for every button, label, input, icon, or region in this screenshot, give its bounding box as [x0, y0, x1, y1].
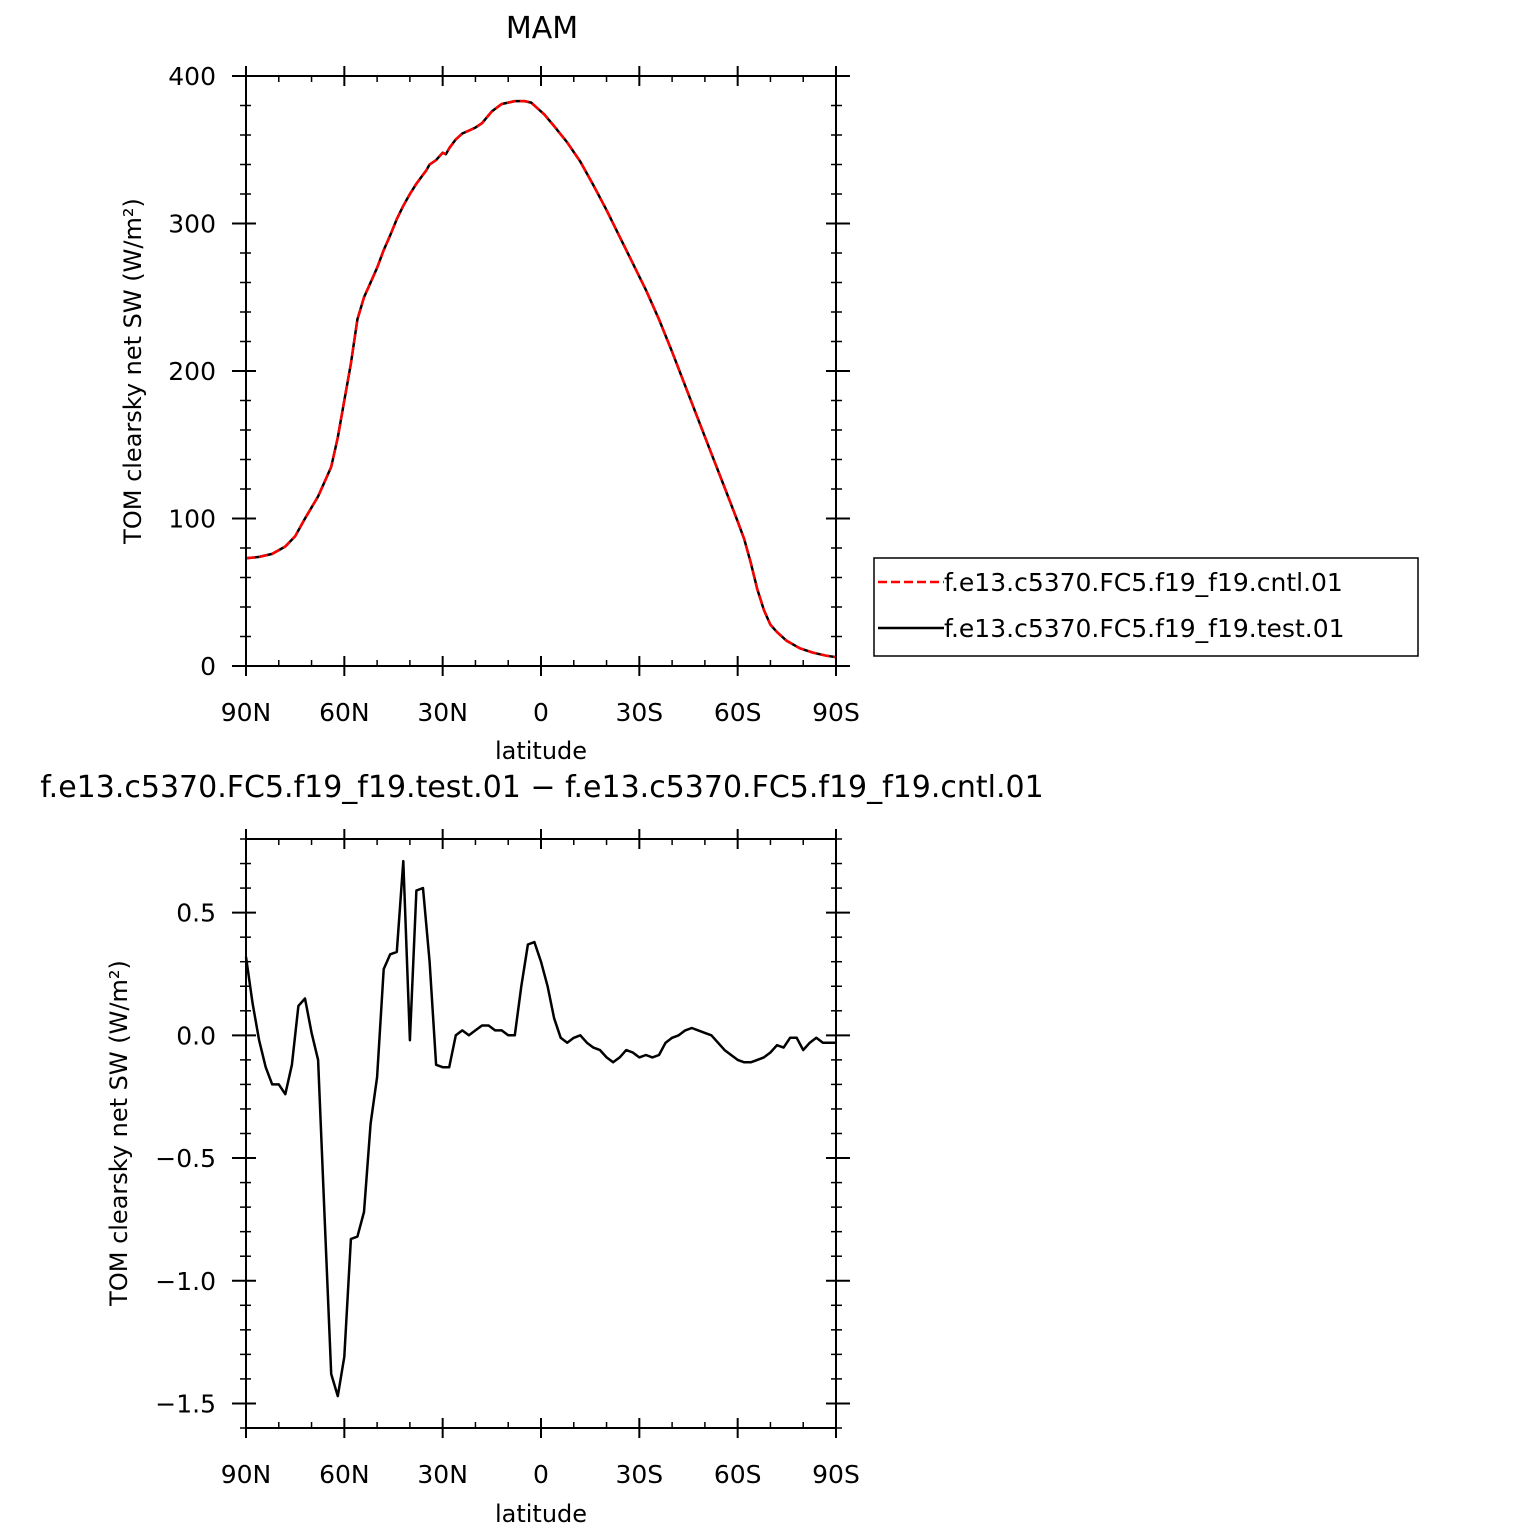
y-tick-label: −0.5	[155, 1144, 216, 1173]
x-tick-label: 0	[533, 698, 549, 727]
x-tick-label: 30S	[615, 1460, 663, 1489]
x-tick-label: 30N	[417, 698, 468, 727]
bottom-axis-ticks	[232, 829, 850, 1438]
x-tick-label: 0	[533, 1460, 549, 1489]
x-tick-label: 90N	[221, 698, 272, 727]
x-tick-label: 90N	[221, 1460, 272, 1489]
bottom-plot-frame	[245, 838, 837, 1429]
top-panel: MAM 90N 60N 30N 0 30S 60S 90S 0 100 200 300 400 la…	[119, 11, 860, 765]
bottom-y-tick-labels: 0.5 0.0 −0.5 −1.0 −1.5	[155, 899, 216, 1419]
x-tick-label: 30S	[615, 698, 663, 727]
bottom-x-axis-label: latitude	[495, 1500, 587, 1528]
top-series-lines	[245, 99, 837, 659]
top-x-axis-label: latitude	[495, 737, 587, 765]
y-tick-label: 0.0	[176, 1021, 216, 1050]
bottom-panel: f.e13.c5370.FC5.f19_f19.test.01 − f.e13.…	[40, 770, 1043, 1528]
legend: f.e13.c5370.FC5.f19_f19.cntl.01 f.e13.c5…	[873, 557, 1419, 657]
series-line-0	[244, 859, 836, 1398]
bottom-series-lines	[244, 859, 836, 1398]
y-tick-label: 200	[168, 357, 216, 386]
series-line-0	[245, 99, 837, 659]
legend-box	[873, 557, 1419, 657]
top-chart-title: MAM	[506, 11, 578, 46]
top-plot-frame	[245, 75, 837, 667]
legend-label-test: f.e13.c5370.FC5.f19_f19.test.01	[944, 614, 1345, 643]
y-tick-label: −1.5	[155, 1389, 216, 1418]
y-tick-label: 0	[200, 652, 216, 681]
top-y-axis-label: TOM clearsky net SW (W/m²)	[119, 198, 147, 545]
y-tick-label: −1.0	[155, 1267, 216, 1296]
x-tick-label: 60S	[714, 1460, 762, 1489]
top-x-tick-labels: 90N 60N 30N 0 30S 60S 90S	[221, 698, 860, 727]
y-tick-label: 300	[168, 210, 216, 239]
x-tick-label: 90S	[812, 1460, 860, 1489]
top-y-tick-labels: 0 100 200 300 400	[168, 62, 216, 681]
y-tick-label: 400	[168, 62, 216, 91]
series-line-1	[245, 99, 837, 659]
y-tick-label: 0.5	[176, 899, 216, 928]
bottom-y-axis-label: TOM clearsky net SW (W/m²)	[105, 960, 133, 1307]
x-tick-label: 60N	[319, 698, 370, 727]
x-tick-label: 60N	[319, 1460, 370, 1489]
x-tick-label: 60S	[714, 698, 762, 727]
legend-label-cntl: f.e13.c5370.FC5.f19_f19.cntl.01	[944, 568, 1343, 597]
bottom-chart-title: f.e13.c5370.FC5.f19_f19.test.01 − f.e13.…	[40, 770, 1043, 805]
bottom-x-tick-labels: 90N 60N 30N 0 30S 60S 90S	[221, 1460, 860, 1489]
x-tick-label: 30N	[417, 1460, 468, 1489]
x-tick-label: 90S	[812, 698, 860, 727]
y-tick-label: 100	[168, 505, 216, 534]
